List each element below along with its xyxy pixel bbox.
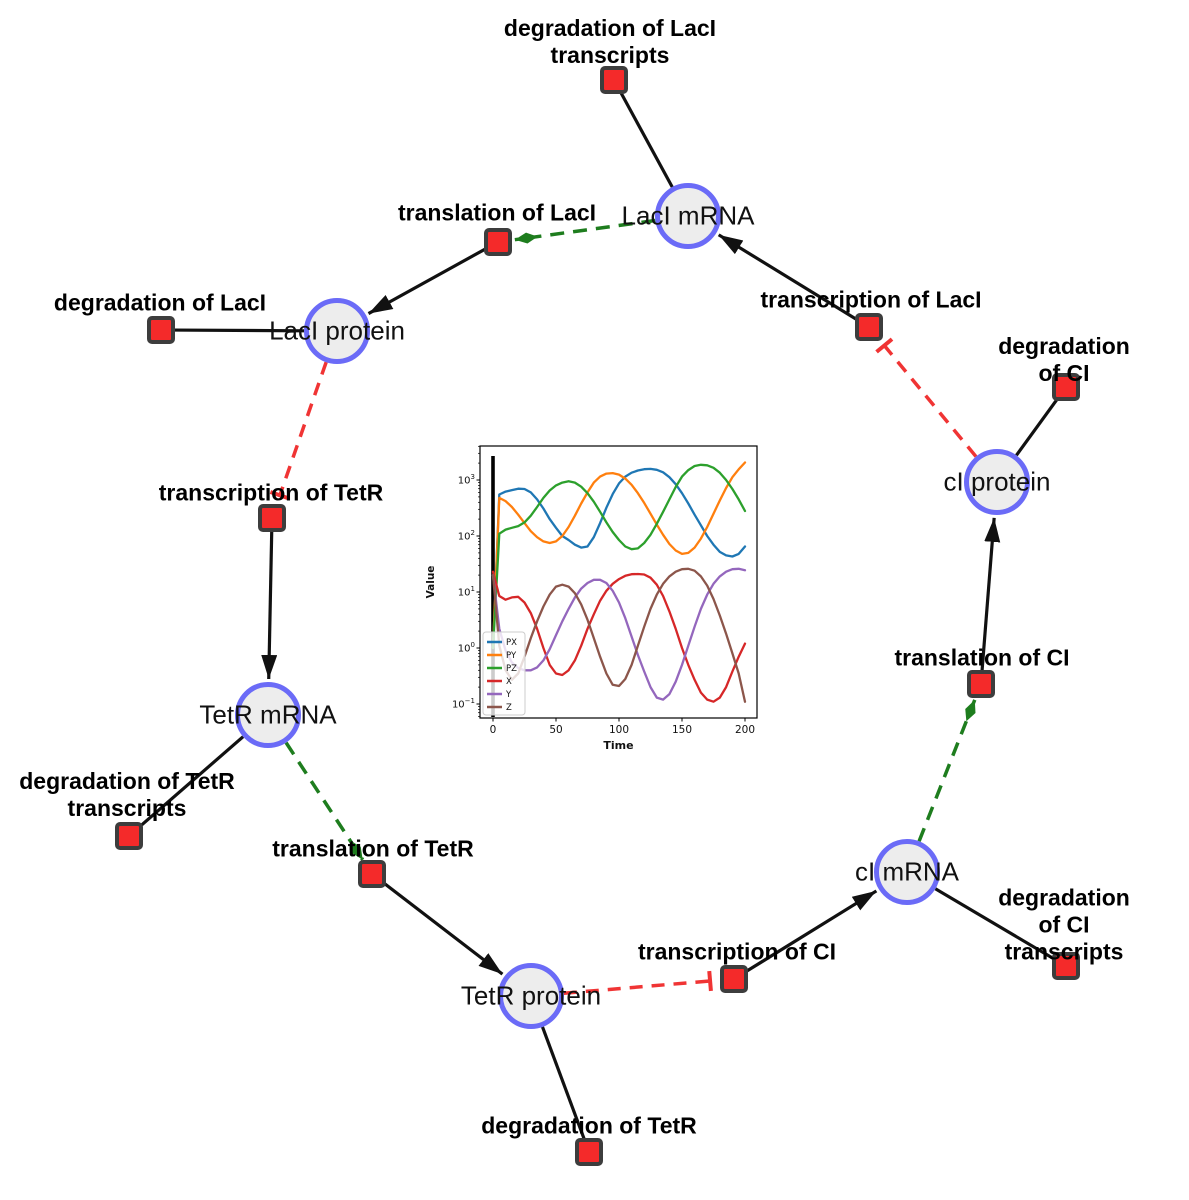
legend-label-Z: Z xyxy=(506,703,512,713)
reaction-node-tr_laci xyxy=(855,313,883,341)
y-tick-label: 10−1 xyxy=(452,697,475,711)
legend: PX PY PZ XYZ xyxy=(482,631,526,716)
edge-inhibition-ci_protein-tr_laci xyxy=(875,337,978,458)
legend-label-X: X xyxy=(506,677,512,687)
edge-consumption-tetr_protein-deg_tetr xyxy=(541,1026,586,1141)
reaction-node-deg_tetr_tx xyxy=(115,822,143,850)
reaction-label-tr_laci: transcription of LacI xyxy=(760,286,982,313)
reaction-label-tl_ci: translation of CI xyxy=(894,644,1070,671)
legend-label-PX: PX xyxy=(506,638,517,648)
legend-label-PY: PY xyxy=(506,651,517,661)
y-axis-label: Value xyxy=(425,566,437,599)
x-tick-label: 150 xyxy=(672,724,692,736)
x-tick-label: 100 xyxy=(609,724,629,736)
species-label-laci_protein: LacI protein xyxy=(269,315,405,346)
legend-label-PZ: PZ xyxy=(506,664,517,674)
species-label-tetr_mrna: TetR mRNA xyxy=(199,699,337,730)
species-node-tetr_mrna xyxy=(235,682,301,748)
edge-consumption-ci_protein-deg_ci xyxy=(1015,396,1060,457)
edge-production-tr_ci-ci_mrna xyxy=(744,889,878,974)
y-tick-label: 102 xyxy=(458,529,475,543)
reaction-label-deg_tetr_tx: degradation of TetR transcripts xyxy=(19,768,235,821)
axes-frame xyxy=(479,445,758,719)
species-label-tetr_protein: TetR protein xyxy=(460,980,602,1011)
reaction-node-tl_laci xyxy=(484,228,512,256)
edge-consumption-ci_mrna-deg_ci_tx xyxy=(934,887,1056,961)
edge-consumption-laci_mrna-deg_laci_tx xyxy=(618,90,674,188)
x-tick-label: 50 xyxy=(549,724,562,736)
edge-production-tl_ci-ci_protein xyxy=(980,517,1001,672)
species-label-ci_protein: cI protein xyxy=(943,466,1051,497)
reaction-node-tl_tetr xyxy=(358,860,386,888)
x-tick-label: 0 xyxy=(490,724,497,736)
edge-production-tl_laci-laci_protein xyxy=(367,246,488,315)
reaction-label-tl_laci: translation of LacI xyxy=(397,199,597,226)
edge-production-tr_laci-laci_mrna xyxy=(717,233,859,322)
reaction-label-deg_ci_tx: degradation of CI transcripts xyxy=(998,884,1130,965)
reaction-label-deg_laci: degradation of LacI xyxy=(53,289,267,316)
species-label-laci_mrna: LacI mRNA xyxy=(621,200,755,231)
reaction-node-deg_tetr xyxy=(575,1138,603,1166)
series-line-Y xyxy=(491,567,747,701)
edge-consumption-tetr_mrna-deg_tetr_tx xyxy=(137,735,245,829)
reaction-label-tr_ci: transcription of CI xyxy=(637,938,837,965)
species-node-tetr_protein xyxy=(498,963,564,1029)
x-tick-label: 200 xyxy=(735,724,755,736)
series-line-PX xyxy=(491,467,747,650)
edge-modifier-laci_mrna-tl_laci xyxy=(514,218,656,244)
x-axis-label: Time xyxy=(603,739,633,752)
species-node-laci_protein xyxy=(304,298,370,364)
reaction-node-tr_ci xyxy=(720,965,748,993)
reaction-node-deg_ci xyxy=(1052,373,1080,401)
edge-production-tr_tetr-tetr_mrna xyxy=(261,530,278,680)
species-label-ci_mrna: cI mRNA xyxy=(855,856,959,887)
species-node-laci_mrna xyxy=(655,183,721,249)
reaction-node-tr_tetr xyxy=(258,504,286,532)
species-node-ci_protein xyxy=(964,449,1030,515)
y-tick-label: 101 xyxy=(458,585,475,599)
series-line-Z xyxy=(491,567,747,703)
edge-consumption-laci_protein-deg_laci xyxy=(173,328,305,333)
reaction-label-deg_tetr: degradation of TetR xyxy=(481,1112,697,1139)
legend-label-Y: Y xyxy=(505,690,512,700)
reaction-node-deg_laci xyxy=(147,316,175,344)
edge-modifier-tetr_mrna-tl_tetr xyxy=(284,741,365,861)
edge-production-tl_tetr-tetr_protein xyxy=(381,880,504,976)
edge-inhibition-laci_protein-tr_tetr xyxy=(269,361,328,501)
edge-inhibition-tetr_protein-tr_ci xyxy=(563,970,713,995)
reaction-label-tr_tetr: transcription of TetR xyxy=(158,479,384,506)
series-line-PZ xyxy=(491,463,747,650)
reaction-node-tl_ci xyxy=(967,670,995,698)
series-line-PY xyxy=(491,461,747,650)
edge-modifier-ci_mrna-tl_ci xyxy=(917,699,977,842)
species-node-ci_mrna xyxy=(874,839,940,905)
reaction-label-tl_tetr: translation of TetR xyxy=(272,835,474,862)
reaction-label-deg_ci: degradation of CI xyxy=(998,333,1130,386)
y-tick-label: 103 xyxy=(458,473,475,487)
reaction-label-deg_laci_tx: degradation of LacI transcripts xyxy=(503,15,717,68)
series-line-X xyxy=(491,570,747,703)
legend-box xyxy=(482,631,526,716)
y-tick-label: 100 xyxy=(458,641,475,655)
reaction-node-deg_ci_tx xyxy=(1052,952,1080,980)
reaction-node-deg_laci_tx xyxy=(600,66,628,94)
